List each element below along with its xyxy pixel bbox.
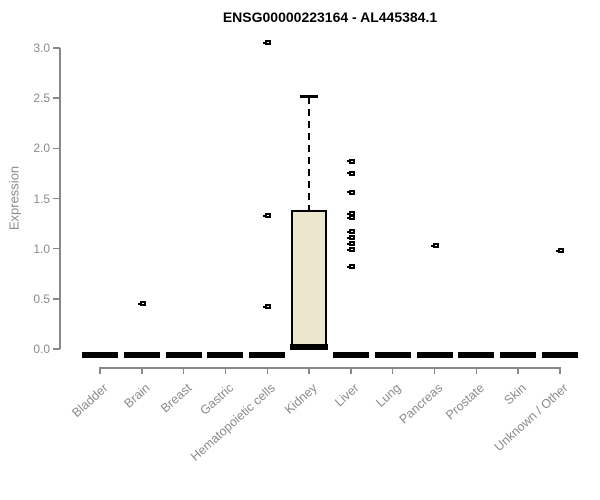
outlier-point — [263, 40, 272, 46]
flat-boxplot — [458, 352, 495, 358]
y-axis-tick — [53, 348, 60, 350]
x-axis-tick — [141, 367, 143, 374]
flat-boxplot — [249, 352, 286, 358]
outlier-point — [137, 301, 146, 307]
outlier-point — [346, 215, 355, 221]
x-axis-tick — [475, 367, 478, 374]
flat-boxplot — [332, 352, 369, 358]
x-axis-tick — [391, 367, 394, 374]
outlier-point — [346, 189, 355, 195]
flat-boxplot — [82, 352, 118, 358]
y-axis-tick — [53, 147, 60, 150]
y-axis-tick — [53, 47, 60, 49]
median-line — [290, 343, 329, 350]
upper-whisker — [308, 97, 311, 210]
x-axis-tick — [266, 367, 269, 374]
flat-boxplot — [542, 352, 579, 358]
outlier-point — [346, 247, 355, 253]
outlier-point — [263, 304, 272, 310]
y-axis-tick — [53, 197, 60, 200]
outlier-point — [346, 241, 355, 247]
y-tick-label: 2.0 — [33, 141, 50, 156]
flat-boxplot — [123, 352, 160, 358]
x-axis-tick — [182, 367, 185, 374]
outlier-point — [346, 264, 355, 270]
outlier-point — [263, 213, 272, 219]
y-tick-label: 3.0 — [33, 41, 50, 55]
y-axis-tick — [53, 298, 60, 300]
outlier-point — [346, 170, 355, 176]
y-axis-tick — [53, 247, 60, 250]
x-axis-tick — [517, 367, 519, 374]
outlier-point — [346, 235, 355, 241]
x-axis-tick — [99, 367, 101, 374]
y-tick-label: 0.5 — [33, 291, 50, 306]
whisker-cap — [300, 94, 319, 98]
outlier-point — [346, 229, 355, 235]
outlier-point — [346, 211, 355, 217]
x-axis-tick — [559, 367, 561, 374]
chart-title: ENSG00000223164 - AL445384.1 — [222, 9, 438, 25]
y-tick-label: 1.5 — [33, 191, 50, 206]
x-axis-tick — [350, 367, 352, 374]
outlier-point — [556, 248, 565, 254]
x-axis-line — [100, 367, 561, 369]
y-tick-label: 1.0 — [33, 241, 50, 256]
x-axis-tick — [224, 367, 227, 374]
x-axis-tick — [433, 367, 436, 374]
y-tick-label: 2.5 — [33, 91, 50, 106]
flat-boxplot — [416, 352, 453, 358]
y-axis-tick — [53, 97, 60, 99]
outlier-point — [346, 158, 355, 164]
outlier-point — [430, 243, 439, 249]
flat-boxplot — [500, 352, 537, 358]
flat-boxplot — [207, 352, 244, 358]
flat-boxplot — [374, 352, 411, 358]
flat-boxplot — [165, 352, 202, 358]
x-axis-tick — [308, 367, 310, 374]
y-tick-label: 0.0 — [33, 342, 50, 356]
box — [291, 209, 328, 347]
